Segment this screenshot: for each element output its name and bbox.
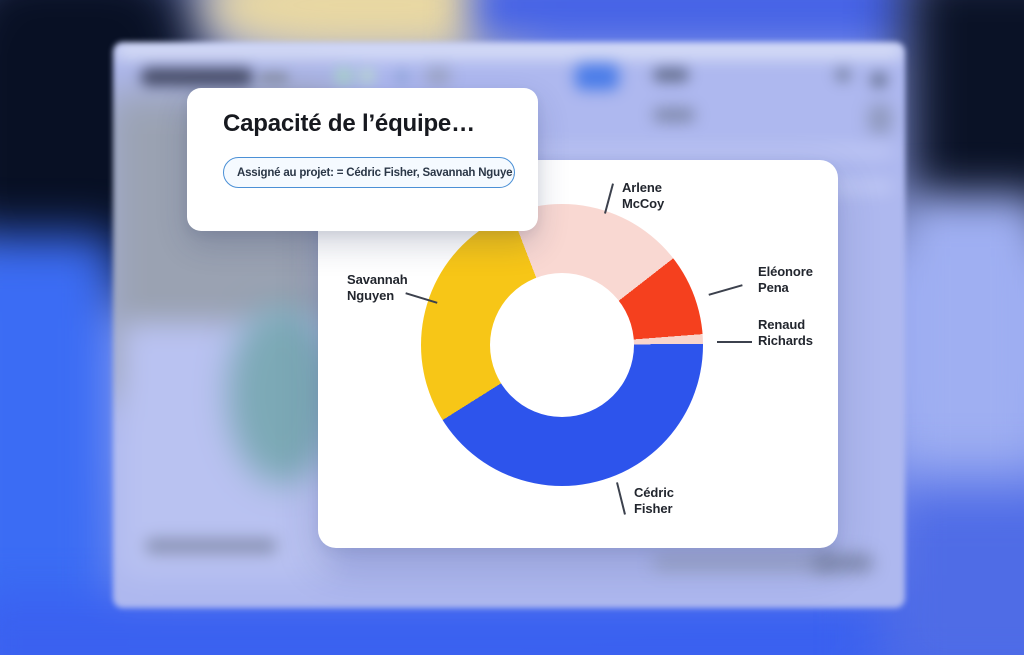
callout-tick-arlene [604, 183, 614, 214]
window-top-band [113, 42, 905, 58]
card-title: Capacité de l’équipe… [223, 110, 475, 137]
callout-label-eleonore: Eléonore Pena [758, 264, 813, 295]
donut-hole [490, 273, 634, 417]
team-capacity-title-card: Capacité de l’équipe… Assigné au projet:… [187, 88, 538, 231]
assignee-filter-text: Assigné au projet: = Cédric Fisher, Sava… [237, 166, 515, 179]
window-toolbar-text-smudge [653, 68, 689, 82]
callout-tick-renaud [717, 341, 752, 343]
window-right-icon-smudge [835, 68, 851, 82]
window-toolbar-icon [359, 68, 375, 84]
window-bottom-right-smudge [813, 554, 873, 572]
callout-tick-cedric [616, 482, 626, 515]
donut-chart[interactable] [421, 204, 703, 486]
window-row-smudge [869, 104, 891, 134]
background-blue-left [0, 235, 115, 655]
window-row-smudge [653, 108, 695, 122]
window-toolbar-icon [395, 70, 409, 84]
window-toolbar-icon [425, 68, 451, 84]
window-row-line [533, 146, 893, 156]
background-periwinkle-right [898, 195, 1024, 535]
window-toolbar-title-smudge [141, 68, 253, 86]
callout-label-cedric: Cédric Fisher [634, 485, 674, 516]
window-toolbar-icon [335, 68, 353, 84]
callout-label-arlene: Arlene McCoy [622, 180, 665, 211]
callout-label-savannah: Savannah Nguyen [347, 272, 408, 303]
window-bottom-text-smudge [145, 538, 277, 554]
window-primary-button-smudge [575, 64, 619, 90]
background-blue-top-strip [470, 0, 910, 45]
callout-tick-eleonore [708, 284, 743, 296]
window-toolbar-subtitle-smudge [259, 72, 289, 84]
window-bottom-right-smudge [653, 556, 833, 570]
assignee-filter-pill[interactable]: Assigné au projet: = Cédric Fisher, Sava… [223, 157, 515, 188]
callout-label-renaud: Renaud Richards [758, 317, 813, 348]
window-right-icon-smudge [870, 72, 888, 88]
